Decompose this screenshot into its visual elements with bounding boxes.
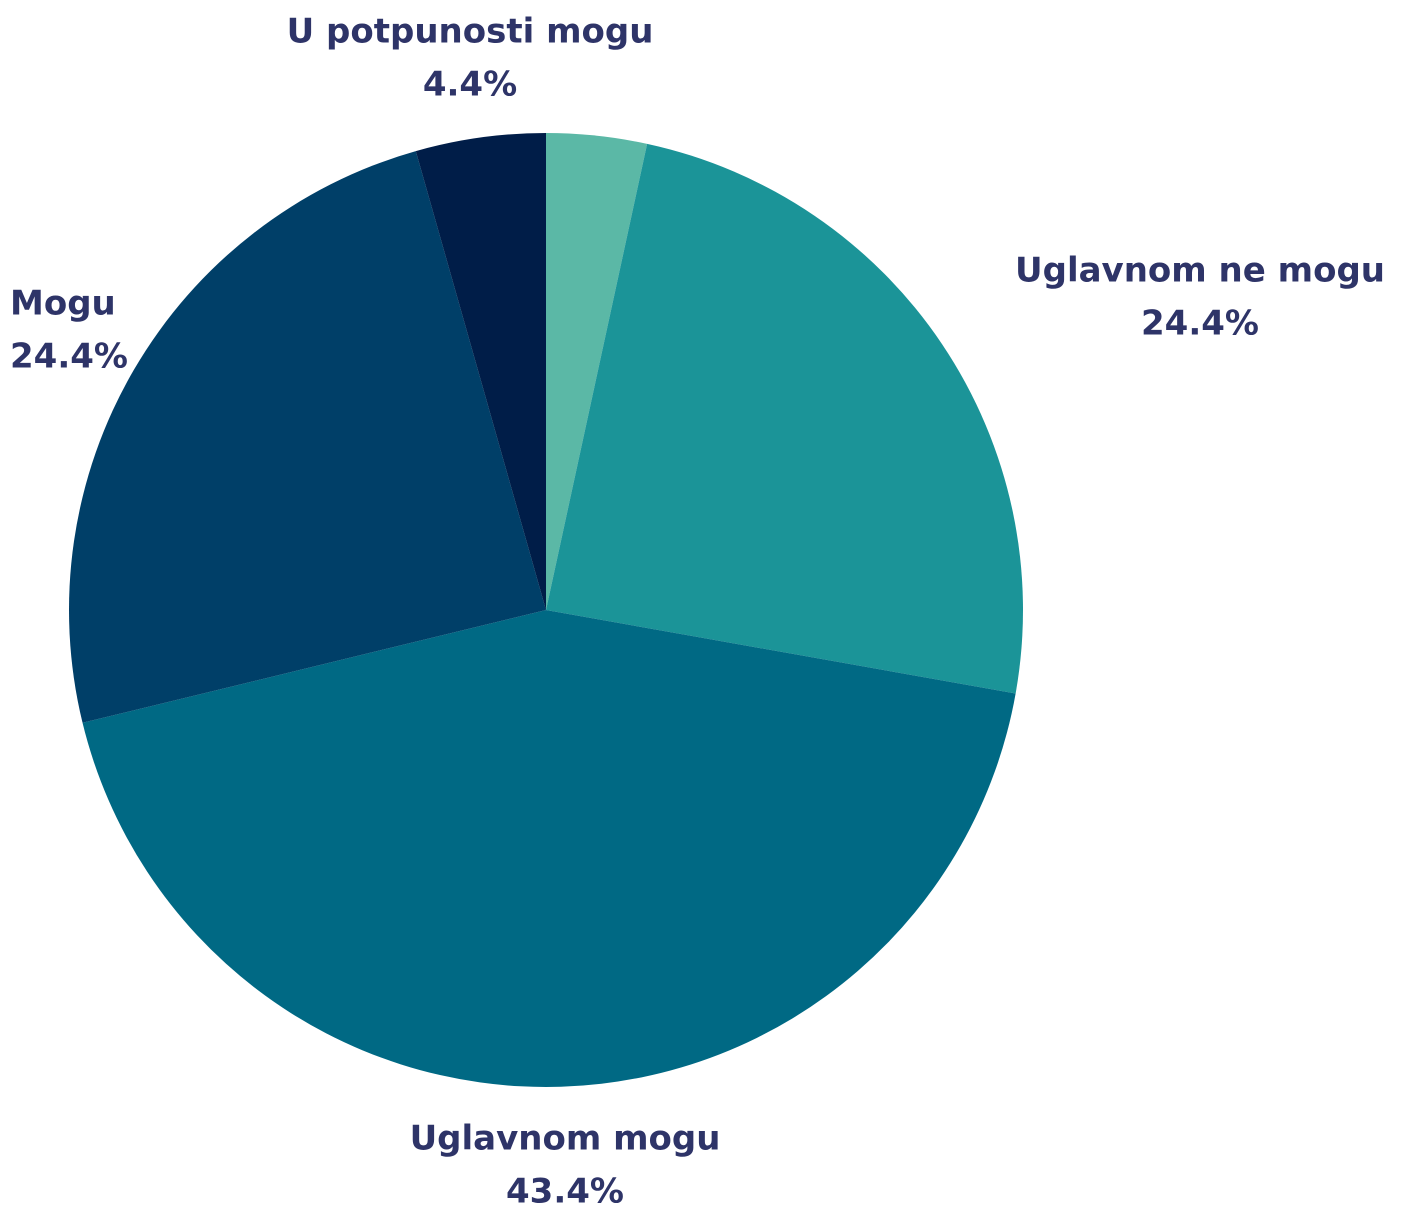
pie-slice	[69, 151, 546, 723]
slice-label: Mogu	[10, 284, 116, 324]
slice-label: U potpunosti mogu	[287, 12, 654, 52]
pie-slice	[415, 133, 546, 610]
pie-slice	[82, 610, 1016, 1087]
slice-value-label: 24.4%	[1141, 304, 1259, 344]
slice-label: Uglavnom ne mogu	[1015, 251, 1385, 291]
slice-value-label: 24.4%	[10, 337, 128, 377]
slice-value-label: 4.4%	[423, 65, 517, 105]
pie-slice	[546, 143, 1023, 694]
slice-value-label: 43.4%	[506, 1172, 624, 1207]
pie-slice	[546, 133, 648, 610]
slice-label: Uglavnom mogu	[410, 1119, 721, 1159]
